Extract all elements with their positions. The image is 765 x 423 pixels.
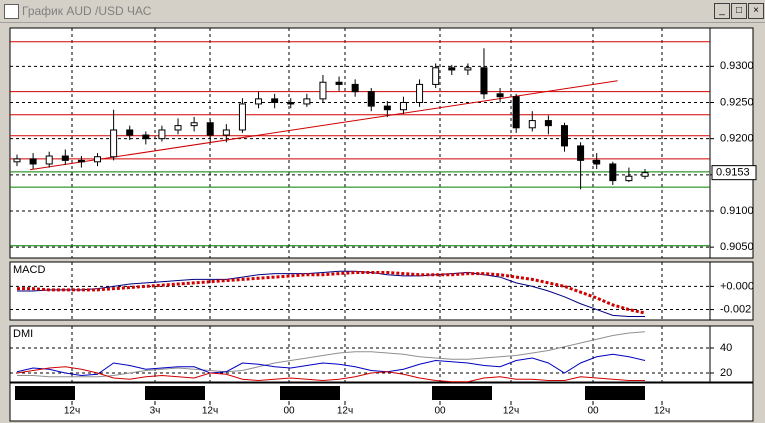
minimize-button[interactable]: _ <box>714 3 730 19</box>
date-label: 22.7.2013 <box>151 387 200 399</box>
hour-label: 12ч <box>64 406 80 417</box>
candle-body <box>512 96 520 129</box>
candle-body <box>142 134 150 140</box>
panel <box>9 325 754 383</box>
y-tick-label: +0.000 <box>720 280 754 292</box>
last-price-box <box>711 165 757 181</box>
y-tick-label: 40 <box>720 342 732 354</box>
candle-body <box>222 129 230 136</box>
window-icon <box>4 4 19 19</box>
candle-body <box>206 122 214 136</box>
panel <box>9 27 754 259</box>
panel-title: MACD <box>13 264 45 276</box>
candle-body <box>641 172 649 177</box>
candle-body <box>625 175 633 182</box>
last-price-label: 0.9153 <box>716 167 750 179</box>
candle-body <box>158 129 166 140</box>
y-tick-label: 0.9100 <box>720 205 754 217</box>
candle-body <box>593 159 601 165</box>
indicator-line <box>17 270 645 318</box>
title-bar: График AUD /USD ЧАС _ □ × <box>0 0 765 23</box>
date-box <box>432 386 492 400</box>
date-label: 25.7.2013 <box>591 387 640 399</box>
candle-body <box>399 101 407 111</box>
candle-body <box>560 125 568 147</box>
panel-title: DMI <box>13 328 33 340</box>
candle-body <box>335 81 343 85</box>
hour-label: 12ч <box>337 406 353 417</box>
candle-body <box>496 93 504 98</box>
hour-label: 00 <box>434 406 446 417</box>
candle-body <box>528 120 536 129</box>
date-box <box>585 386 645 400</box>
hour-label: 12ч <box>503 406 519 417</box>
hour-label: 3ч <box>150 406 161 417</box>
candle-body <box>45 155 53 165</box>
candle-body <box>110 129 118 158</box>
candle-body <box>609 163 617 182</box>
candle-body <box>303 98 311 105</box>
candle-body <box>287 101 295 105</box>
candle-body <box>544 120 552 127</box>
date-label: 19.7.2013 <box>21 387 70 399</box>
date-box <box>145 386 205 400</box>
candle-body <box>190 122 198 127</box>
candle-body <box>432 67 440 85</box>
candle-body <box>464 67 472 71</box>
candle-body <box>448 67 456 71</box>
y-tick-label: 0.9250 <box>720 96 754 108</box>
hour-label: 00 <box>283 406 295 417</box>
hour-label: 12ч <box>654 406 670 417</box>
indicator-line <box>16 366 645 383</box>
candle-body <box>61 155 69 161</box>
candle-body <box>351 83 359 93</box>
window-title: График AUD /USD ЧАС <box>22 4 152 18</box>
candle-body <box>94 156 102 163</box>
candle-body <box>29 158 37 165</box>
indicator-line <box>17 331 646 378</box>
candle-body <box>174 125 182 131</box>
y-tick-label: 0.9200 <box>720 133 754 145</box>
maximize-button[interactable]: □ <box>731 3 747 19</box>
hour-label: 00 <box>587 406 599 417</box>
candle-body <box>319 81 327 100</box>
candle-body <box>416 83 424 103</box>
candle-body <box>367 91 375 107</box>
date-label: 24.7.2013 <box>438 387 487 399</box>
candle-body <box>13 158 21 163</box>
candle-body <box>383 105 391 111</box>
y-tick-label: 0.9050 <box>720 241 754 253</box>
date-box <box>15 386 75 400</box>
indicator-line <box>16 353 646 377</box>
hour-label: 12ч <box>202 406 218 417</box>
candle-body <box>480 67 488 95</box>
close-button[interactable]: × <box>748 3 764 19</box>
candle-body <box>577 145 585 161</box>
date-box <box>280 386 340 400</box>
candle-body <box>255 98 263 105</box>
candle-body <box>126 129 134 136</box>
y-tick-label: -0.002 <box>720 303 751 315</box>
trend-line <box>29 80 618 171</box>
y-tick-label: 20 <box>720 367 732 379</box>
candle-body <box>77 159 85 163</box>
candle-body <box>271 98 279 103</box>
y-tick-label: 0.9300 <box>720 60 754 72</box>
date-label: 23.7.2013 <box>286 387 335 399</box>
candle-body <box>238 103 246 131</box>
